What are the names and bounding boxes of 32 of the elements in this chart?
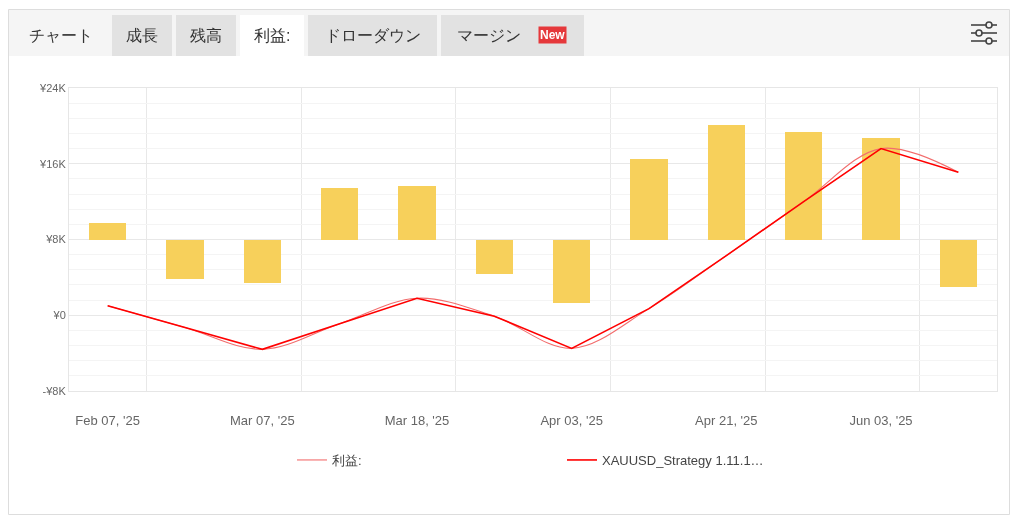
legend-label: 利益: — [332, 453, 362, 469]
x-tick-label: Apr 03, '25 — [540, 412, 603, 428]
y-tick-label: ¥8K — [45, 233, 67, 246]
x-tick-label: Mar 18, '25 — [384, 412, 450, 428]
bar — [940, 240, 977, 287]
bar — [862, 138, 900, 240]
bar — [476, 240, 513, 274]
x-tick-label: Apr 21, '25 — [695, 412, 758, 428]
bar — [553, 240, 590, 303]
legend-label: XAUUSD_Strategy 1.11.1… — [602, 453, 764, 469]
x-tick-label: Jun 03, '25 — [849, 412, 913, 428]
bar — [321, 188, 358, 240]
bar — [708, 125, 745, 240]
bar — [89, 223, 126, 240]
y-tick-label: ¥24K — [39, 81, 67, 94]
x-tick-label: Feb 07, '25 — [75, 412, 140, 428]
text: 残高 — [190, 27, 222, 44]
text: 成長 — [126, 27, 158, 44]
y-tick-label: -¥8K — [42, 384, 67, 397]
text: ドローダウン — [325, 27, 421, 44]
text: マージン — [457, 27, 521, 44]
text: 利益: — [254, 27, 291, 44]
bar — [785, 132, 822, 240]
bar — [244, 240, 281, 283]
bar — [398, 186, 436, 240]
text: チャート — [29, 27, 93, 44]
y-tick-label: ¥16K — [39, 157, 67, 170]
text: New — [540, 28, 566, 42]
y-tick-label: ¥0 — [52, 309, 66, 322]
bar — [630, 159, 668, 240]
bar — [166, 240, 204, 279]
x-tick-label: Mar 07, '25 — [230, 412, 295, 428]
